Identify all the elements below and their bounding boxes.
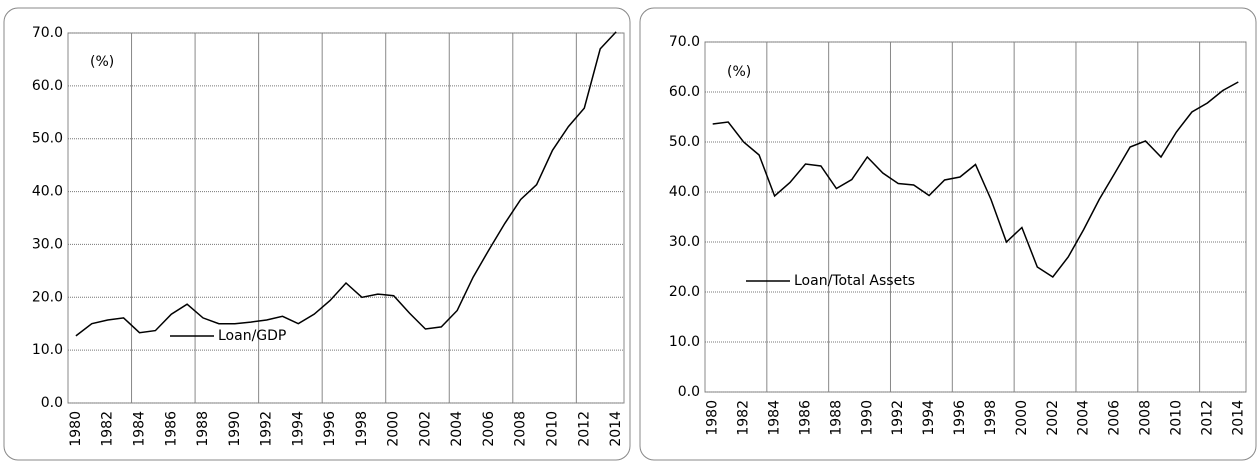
x-tick-label: 2010	[545, 411, 561, 447]
x-tick-label: 2000	[386, 411, 402, 447]
x-tick-label: 2002	[417, 411, 433, 447]
x-tick-label: 2014	[1230, 400, 1246, 436]
series-line	[712, 81, 1239, 279]
x-tick-label: 1986	[163, 411, 179, 447]
x-tick-label: 1998	[354, 411, 370, 447]
x-tick-label: 1982	[736, 400, 752, 436]
x-tick-label: 1990	[859, 400, 875, 436]
x-tick-label: 2008	[1138, 400, 1154, 436]
x-tick-label: 2014	[608, 411, 624, 447]
y-tick-label: 40.0	[32, 184, 63, 200]
y-tick-label: 30.0	[669, 234, 700, 250]
y-tick-label: 40.0	[669, 184, 700, 200]
x-tick-label: 1982	[100, 411, 116, 447]
x-tick-label: 1986	[797, 400, 813, 436]
y-tick-label: 30.0	[32, 236, 63, 252]
x-tick-label: 2012	[576, 411, 592, 447]
x-tick-label: 2012	[1199, 400, 1215, 436]
y-tick-label: 50.0	[32, 131, 63, 147]
x-tick-label: 2010	[1168, 400, 1184, 436]
x-tick-label: 2000	[1014, 400, 1030, 436]
x-tick-label: 1998	[983, 400, 999, 436]
x-tick-label: 2006	[1107, 400, 1123, 436]
x-tick-label: 2008	[513, 411, 529, 447]
x-tick-label: 1984	[767, 400, 783, 436]
x-tick-label: 1988	[195, 411, 211, 447]
panel	[3, 7, 631, 461]
x-tick-label: 1980	[705, 400, 721, 436]
x-tick-label: 1990	[227, 411, 243, 447]
y-tick-label: 70.0	[669, 34, 700, 50]
x-tick-label: 2002	[1045, 400, 1061, 436]
y-tick-label: 70.0	[32, 25, 63, 41]
legend-label: Loan/GDP	[218, 328, 286, 344]
y-tick-label: 20.0	[32, 289, 63, 305]
y-tick-label: 0.0	[41, 395, 63, 411]
y-tick-label: 20.0	[669, 284, 700, 300]
series-line	[75, 31, 617, 337]
x-tick-label: 1992	[259, 411, 275, 447]
plot-area	[67, 32, 625, 404]
x-tick-label: 2004	[1076, 400, 1092, 436]
legend-label: Loan/Total Assets	[794, 273, 915, 289]
y-tick-label: 60.0	[669, 84, 700, 100]
x-tick-label: 1994	[921, 400, 937, 436]
x-tick-label: 1996	[322, 411, 338, 447]
y-tick-label: 10.0	[32, 342, 63, 358]
x-tick-label: 1984	[131, 411, 147, 447]
y-tick-label: 50.0	[669, 134, 700, 150]
x-tick-label: 1994	[290, 411, 306, 447]
plot-area	[704, 41, 1247, 393]
x-tick-label: 1980	[68, 411, 84, 447]
panel	[639, 7, 1257, 461]
x-tick-label: 1996	[952, 400, 968, 436]
annotation: (%)	[90, 54, 114, 70]
annotation: (%)	[727, 64, 751, 80]
y-tick-label: 0.0	[678, 384, 700, 400]
x-tick-label: 2006	[481, 411, 497, 447]
y-tick-label: 10.0	[669, 334, 700, 350]
x-tick-label: 1988	[828, 400, 844, 436]
y-tick-label: 60.0	[32, 78, 63, 94]
x-tick-label: 2004	[449, 411, 465, 447]
x-tick-label: 1992	[890, 400, 906, 436]
